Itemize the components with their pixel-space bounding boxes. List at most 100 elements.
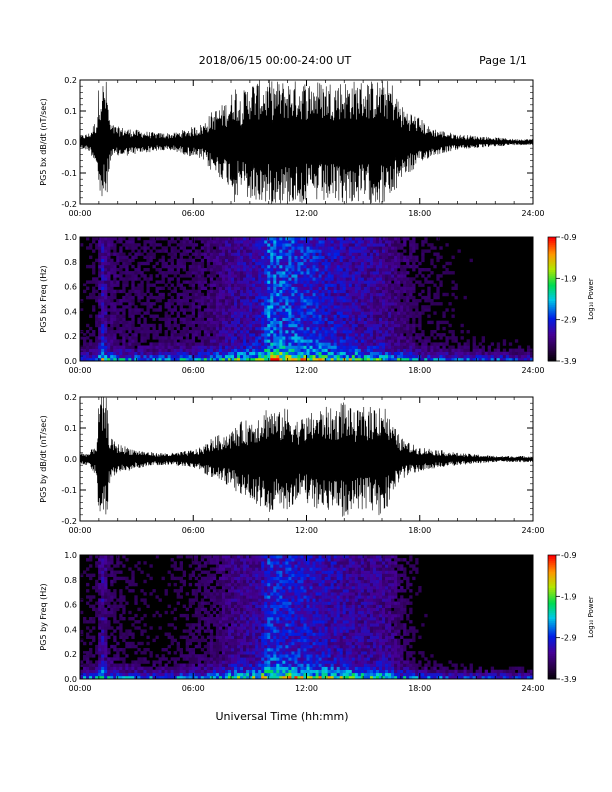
spectrogram-cell bbox=[161, 255, 165, 259]
spectrogram-cell bbox=[240, 317, 244, 321]
spectrogram-cell bbox=[167, 243, 171, 247]
spectrogram-cell bbox=[327, 277, 331, 281]
spectrogram-cell bbox=[191, 295, 196, 300]
spectrogram-cell bbox=[119, 357, 123, 362]
spectrogram-cell bbox=[215, 255, 220, 259]
spectrogram-cell bbox=[206, 299, 211, 303]
spectrogram-cell bbox=[258, 271, 262, 275]
spectrogram-cell bbox=[354, 305, 359, 309]
spectrogram-cell bbox=[234, 348, 238, 352]
spectrogram-cell bbox=[354, 271, 359, 275]
spectrogram-cell bbox=[146, 289, 150, 294]
spectrogram-cell bbox=[110, 286, 114, 290]
spectrogram-cell bbox=[427, 336, 431, 340]
spectrogram-cell bbox=[98, 351, 102, 356]
spectrogram-cell bbox=[427, 308, 431, 312]
spectrogram-cell bbox=[98, 641, 102, 646]
spectrogram-cell bbox=[116, 342, 120, 346]
spectrogram-cell bbox=[231, 351, 235, 356]
spectrogram-cell bbox=[267, 258, 271, 263]
spectrogram-cell bbox=[116, 669, 120, 674]
spectrogram-cell bbox=[227, 261, 232, 266]
spectrogram-cell bbox=[212, 283, 217, 287]
spectrogram-cell bbox=[309, 299, 313, 303]
spectrogram-cell bbox=[122, 342, 126, 346]
spectrogram-cell bbox=[119, 351, 123, 356]
spectrogram-cell bbox=[436, 357, 440, 362]
spectrogram-cell bbox=[475, 351, 479, 356]
spectrogram-cell bbox=[194, 357, 199, 362]
spectrogram-cell bbox=[285, 246, 289, 250]
spectrogram-cell bbox=[294, 240, 298, 244]
spectrogram-cell bbox=[333, 339, 337, 343]
spectrogram-cell bbox=[382, 255, 386, 259]
spectrogram-cell bbox=[101, 672, 105, 677]
spectrogram-cell bbox=[83, 657, 87, 661]
spectrogram-cell bbox=[369, 357, 374, 362]
spectrogram-cell bbox=[342, 264, 347, 269]
spectrogram-cell bbox=[394, 354, 398, 359]
spectrogram-cell bbox=[276, 295, 280, 300]
colorbar-swatch bbox=[548, 245, 556, 248]
spectrogram-cell bbox=[339, 317, 344, 321]
spectrogram-cell bbox=[339, 246, 344, 250]
spectrogram-cell bbox=[315, 317, 319, 321]
spectrogram-cell bbox=[107, 261, 111, 266]
spectrogram-cell bbox=[104, 638, 108, 643]
spectrogram-cell bbox=[203, 336, 208, 340]
spectrogram-cell bbox=[309, 286, 313, 290]
spectrogram-cell bbox=[315, 289, 319, 294]
spectrogram-cell bbox=[288, 336, 292, 340]
spectrogram-cell bbox=[170, 268, 174, 272]
spectrogram-cell bbox=[315, 348, 319, 352]
spectrogram-cell bbox=[122, 669, 126, 674]
spectrogram-cell bbox=[385, 320, 389, 325]
spectrogram-cell bbox=[164, 302, 168, 306]
spectrogram-cell bbox=[366, 258, 371, 263]
colorbar-swatch bbox=[548, 319, 556, 323]
spectrogram-cell bbox=[231, 237, 235, 241]
spectrogram-cell bbox=[252, 289, 256, 294]
spectrogram-cell bbox=[152, 243, 156, 247]
spectrogram-cell bbox=[529, 354, 534, 359]
spectrogram-cell bbox=[258, 320, 262, 325]
spectrogram-cell bbox=[170, 252, 174, 256]
spectrogram-cell bbox=[288, 323, 292, 328]
spectrogram-cell bbox=[309, 243, 313, 247]
spectrogram-cell bbox=[237, 237, 241, 241]
colorbar-swatch bbox=[548, 263, 556, 267]
spectrogram-cell bbox=[333, 283, 337, 287]
spectrogram-cell bbox=[188, 354, 193, 359]
spectrogram-cell bbox=[303, 243, 307, 247]
spectrogram-cell bbox=[264, 268, 268, 272]
spectrogram-cell bbox=[212, 339, 217, 343]
spectrogram-cell bbox=[155, 237, 159, 241]
spectrogram-cell bbox=[354, 317, 359, 321]
spectrogram-cell bbox=[333, 357, 337, 362]
spectrogram-cell bbox=[237, 320, 241, 325]
spectrogram-cell bbox=[116, 255, 120, 259]
spectrogram-cell bbox=[372, 320, 377, 325]
spectrogram-cell bbox=[234, 326, 238, 331]
spectrogram-cell bbox=[309, 271, 313, 275]
spectrogram-cell bbox=[110, 305, 114, 309]
spectrogram-cell bbox=[243, 302, 247, 306]
spectrogram-cell bbox=[391, 305, 395, 309]
spectrogram-cell bbox=[246, 348, 250, 352]
spectrogram-cell bbox=[336, 295, 341, 300]
spectrogram-cell bbox=[424, 357, 428, 362]
spectrogram-cell bbox=[424, 277, 428, 281]
spectrogram-cell bbox=[285, 305, 289, 309]
spectrogram-cell bbox=[354, 330, 359, 334]
x-tick-label: 06:00 bbox=[182, 209, 205, 218]
spectrogram-cell bbox=[348, 246, 353, 250]
spectrogram-cell bbox=[279, 277, 283, 281]
spectrogram-cell bbox=[318, 317, 322, 321]
spectrogram-cell bbox=[203, 348, 208, 352]
spectrogram-cell bbox=[517, 354, 522, 359]
spectrogram-cell bbox=[155, 333, 159, 337]
spectrogram-cell bbox=[336, 255, 341, 259]
spectrogram-cell bbox=[224, 348, 229, 352]
spectrogram-cell bbox=[95, 280, 99, 284]
spectrogram-cell bbox=[92, 330, 96, 334]
